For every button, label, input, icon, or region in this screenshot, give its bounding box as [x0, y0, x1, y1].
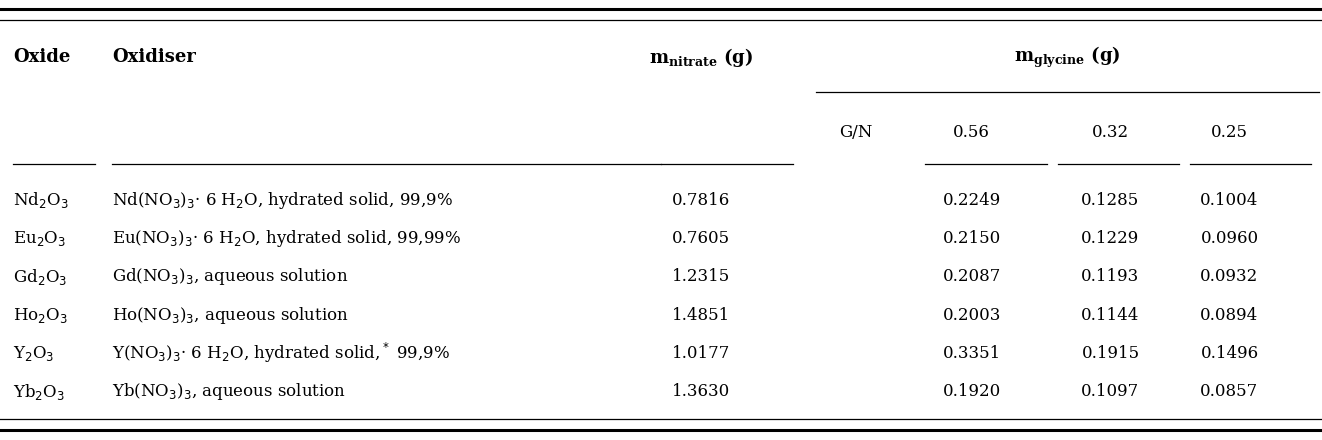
Text: Ho$_2$O$_3$: Ho$_2$O$_3$	[13, 305, 69, 325]
Text: Y(NO$_3$)$_3$· 6 H$_2$O, hydrated solid,$^*$ 99,9%: Y(NO$_3$)$_3$· 6 H$_2$O, hydrated solid,…	[112, 341, 451, 365]
Text: 0.0960: 0.0960	[1200, 230, 1259, 247]
Text: 0.2150: 0.2150	[943, 230, 1001, 247]
Text: Y$_2$O$_3$: Y$_2$O$_3$	[13, 344, 54, 363]
Text: 0.2003: 0.2003	[943, 307, 1001, 323]
Text: Eu(NO$_3$)$_3$· 6 H$_2$O, hydrated solid, 99,99%: Eu(NO$_3$)$_3$· 6 H$_2$O, hydrated solid…	[112, 228, 461, 249]
Text: 0.0857: 0.0857	[1200, 383, 1259, 400]
Text: Gd$_2$O$_3$: Gd$_2$O$_3$	[13, 267, 67, 287]
Text: 1.4851: 1.4851	[672, 307, 730, 323]
Text: 0.32: 0.32	[1092, 124, 1129, 140]
Text: 0.56: 0.56	[953, 124, 990, 140]
Text: 0.1193: 0.1193	[1081, 268, 1140, 285]
Text: 1.2315: 1.2315	[672, 268, 730, 285]
Text: 0.1097: 0.1097	[1081, 383, 1140, 400]
Text: 0.1144: 0.1144	[1081, 307, 1140, 323]
Text: 0.2249: 0.2249	[943, 192, 1001, 209]
Text: Yb$_2$O$_3$: Yb$_2$O$_3$	[13, 381, 65, 402]
Text: Ho(NO$_3$)$_3$, aqueous solution: Ho(NO$_3$)$_3$, aqueous solution	[112, 304, 349, 326]
Text: 0.1004: 0.1004	[1200, 192, 1259, 209]
Text: Eu$_2$O$_3$: Eu$_2$O$_3$	[13, 229, 66, 248]
Text: m$_{\mathregular{nitrate}}$ (g): m$_{\mathregular{nitrate}}$ (g)	[649, 46, 752, 69]
Text: Yb(NO$_3$)$_3$, aqueous solution: Yb(NO$_3$)$_3$, aqueous solution	[112, 381, 346, 402]
Text: 0.2087: 0.2087	[943, 268, 1001, 285]
Text: Gd(NO$_3$)$_3$, aqueous solution: Gd(NO$_3$)$_3$, aqueous solution	[112, 266, 349, 287]
Text: 0.7605: 0.7605	[672, 230, 730, 247]
Text: 0.1915: 0.1915	[1081, 345, 1140, 362]
Text: 1.0177: 1.0177	[672, 345, 730, 362]
Text: m$_{\mathregular{glycine}}$ (g): m$_{\mathregular{glycine}}$ (g)	[1014, 44, 1121, 70]
Text: 0.0894: 0.0894	[1200, 307, 1259, 323]
Text: 0.1496: 0.1496	[1200, 345, 1259, 362]
Text: 0.1285: 0.1285	[1081, 192, 1140, 209]
Text: 1.3630: 1.3630	[672, 383, 730, 400]
Text: Nd$_2$O$_3$: Nd$_2$O$_3$	[13, 190, 69, 210]
Text: Oxidiser: Oxidiser	[112, 48, 196, 66]
Text: G/N: G/N	[839, 124, 873, 140]
Text: 0.3351: 0.3351	[943, 345, 1001, 362]
Text: 0.1920: 0.1920	[943, 383, 1001, 400]
Text: 0.25: 0.25	[1211, 124, 1248, 140]
Text: Nd(NO$_3$)$_3$· 6 H$_2$O, hydrated solid, 99,9%: Nd(NO$_3$)$_3$· 6 H$_2$O, hydrated solid…	[112, 190, 453, 211]
Text: 0.1229: 0.1229	[1081, 230, 1140, 247]
Text: 0.0932: 0.0932	[1200, 268, 1259, 285]
Text: Oxide: Oxide	[13, 48, 70, 66]
Text: 0.7816: 0.7816	[672, 192, 730, 209]
